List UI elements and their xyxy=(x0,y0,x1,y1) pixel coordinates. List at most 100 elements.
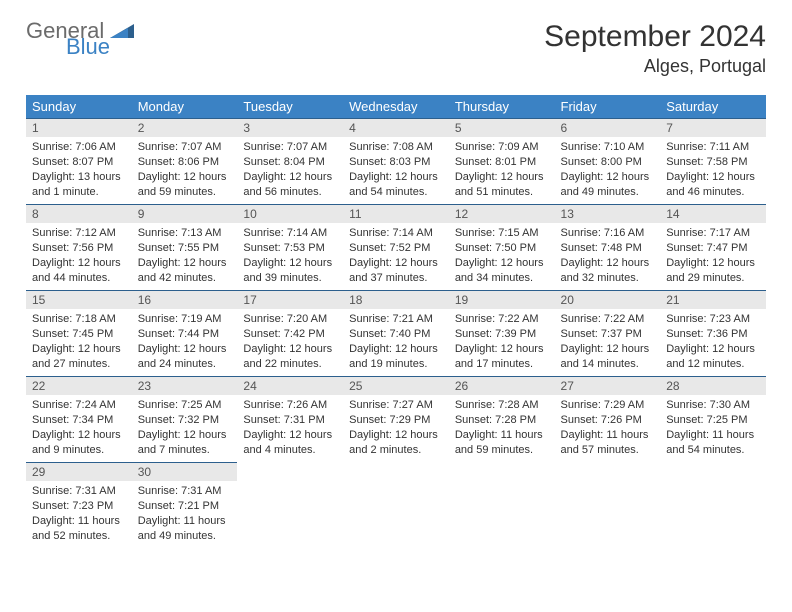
day-number: 7 xyxy=(660,118,766,137)
calendar-cell: 27Sunrise: 7:29 AMSunset: 7:26 PMDayligh… xyxy=(555,376,661,462)
weekday-header: Tuesday xyxy=(237,95,343,118)
weekday-header: Sunday xyxy=(26,95,132,118)
day-text: Sunrise: 7:13 AMSunset: 7:55 PMDaylight:… xyxy=(132,223,238,289)
day-text: Sunrise: 7:10 AMSunset: 8:00 PMDaylight:… xyxy=(555,137,661,203)
calendar-cell: 3Sunrise: 7:07 AMSunset: 8:04 PMDaylight… xyxy=(237,118,343,204)
weekday-header: Saturday xyxy=(660,95,766,118)
day-text: Sunrise: 7:09 AMSunset: 8:01 PMDaylight:… xyxy=(449,137,555,203)
calendar-cell: 10Sunrise: 7:14 AMSunset: 7:53 PMDayligh… xyxy=(237,204,343,290)
title-block: September 2024 Alges, Portugal xyxy=(544,20,766,77)
calendar-cell: 22Sunrise: 7:24 AMSunset: 7:34 PMDayligh… xyxy=(26,376,132,462)
calendar-cell: 7Sunrise: 7:11 AMSunset: 7:58 PMDaylight… xyxy=(660,118,766,204)
weekday-header: Monday xyxy=(132,95,238,118)
day-number: 3 xyxy=(237,118,343,137)
day-number: 1 xyxy=(26,118,132,137)
day-text: Sunrise: 7:31 AMSunset: 7:21 PMDaylight:… xyxy=(132,481,238,547)
day-number: 9 xyxy=(132,204,238,223)
calendar-cell: 14Sunrise: 7:17 AMSunset: 7:47 PMDayligh… xyxy=(660,204,766,290)
day-text: Sunrise: 7:19 AMSunset: 7:44 PMDaylight:… xyxy=(132,309,238,375)
header: General Blue September 2024 Alges, Portu… xyxy=(26,20,766,77)
day-text: Sunrise: 7:28 AMSunset: 7:28 PMDaylight:… xyxy=(449,395,555,461)
calendar-cell: 9Sunrise: 7:13 AMSunset: 7:55 PMDaylight… xyxy=(132,204,238,290)
calendar-cell: 21Sunrise: 7:23 AMSunset: 7:36 PMDayligh… xyxy=(660,290,766,376)
day-text: Sunrise: 7:23 AMSunset: 7:36 PMDaylight:… xyxy=(660,309,766,375)
day-number: 20 xyxy=(555,290,661,309)
calendar-row: 22Sunrise: 7:24 AMSunset: 7:34 PMDayligh… xyxy=(26,376,766,462)
day-number: 27 xyxy=(555,376,661,395)
calendar-cell: 15Sunrise: 7:18 AMSunset: 7:45 PMDayligh… xyxy=(26,290,132,376)
day-text: Sunrise: 7:22 AMSunset: 7:39 PMDaylight:… xyxy=(449,309,555,375)
day-text: Sunrise: 7:26 AMSunset: 7:31 PMDaylight:… xyxy=(237,395,343,461)
day-number: 10 xyxy=(237,204,343,223)
day-number: 16 xyxy=(132,290,238,309)
calendar-cell: 29Sunrise: 7:31 AMSunset: 7:23 PMDayligh… xyxy=(26,462,132,548)
calendar-cell: 1Sunrise: 7:06 AMSunset: 8:07 PMDaylight… xyxy=(26,118,132,204)
calendar-cell: 4Sunrise: 7:08 AMSunset: 8:03 PMDaylight… xyxy=(343,118,449,204)
day-number: 18 xyxy=(343,290,449,309)
day-text: Sunrise: 7:22 AMSunset: 7:37 PMDaylight:… xyxy=(555,309,661,375)
calendar-row: 15Sunrise: 7:18 AMSunset: 7:45 PMDayligh… xyxy=(26,290,766,376)
calendar-cell: 5Sunrise: 7:09 AMSunset: 8:01 PMDaylight… xyxy=(449,118,555,204)
calendar-cell: 13Sunrise: 7:16 AMSunset: 7:48 PMDayligh… xyxy=(555,204,661,290)
day-number: 19 xyxy=(449,290,555,309)
calendar-cell: 30Sunrise: 7:31 AMSunset: 7:21 PMDayligh… xyxy=(132,462,238,548)
day-number: 22 xyxy=(26,376,132,395)
day-text: Sunrise: 7:30 AMSunset: 7:25 PMDaylight:… xyxy=(660,395,766,461)
day-text: Sunrise: 7:07 AMSunset: 8:04 PMDaylight:… xyxy=(237,137,343,203)
logo-text: General Blue xyxy=(26,20,134,57)
day-text: Sunrise: 7:18 AMSunset: 7:45 PMDaylight:… xyxy=(26,309,132,375)
day-number: 30 xyxy=(132,462,238,481)
calendar-cell xyxy=(343,462,449,548)
calendar-cell: 11Sunrise: 7:14 AMSunset: 7:52 PMDayligh… xyxy=(343,204,449,290)
day-number: 15 xyxy=(26,290,132,309)
calendar-cell: 16Sunrise: 7:19 AMSunset: 7:44 PMDayligh… xyxy=(132,290,238,376)
brand-logo: General Blue xyxy=(26,20,134,57)
calendar-cell: 26Sunrise: 7:28 AMSunset: 7:28 PMDayligh… xyxy=(449,376,555,462)
calendar-table: SundayMondayTuesdayWednesdayThursdayFrid… xyxy=(26,95,766,548)
calendar-cell: 17Sunrise: 7:20 AMSunset: 7:42 PMDayligh… xyxy=(237,290,343,376)
day-number: 5 xyxy=(449,118,555,137)
day-text: Sunrise: 7:25 AMSunset: 7:32 PMDaylight:… xyxy=(132,395,238,461)
calendar-cell xyxy=(660,462,766,548)
day-text: Sunrise: 7:31 AMSunset: 7:23 PMDaylight:… xyxy=(26,481,132,547)
day-text: Sunrise: 7:06 AMSunset: 8:07 PMDaylight:… xyxy=(26,137,132,203)
day-text: Sunrise: 7:12 AMSunset: 7:56 PMDaylight:… xyxy=(26,223,132,289)
day-number: 8 xyxy=(26,204,132,223)
calendar-cell: 19Sunrise: 7:22 AMSunset: 7:39 PMDayligh… xyxy=(449,290,555,376)
day-number: 11 xyxy=(343,204,449,223)
day-text: Sunrise: 7:14 AMSunset: 7:52 PMDaylight:… xyxy=(343,223,449,289)
weekday-header: Thursday xyxy=(449,95,555,118)
day-text: Sunrise: 7:20 AMSunset: 7:42 PMDaylight:… xyxy=(237,309,343,375)
calendar-cell xyxy=(555,462,661,548)
day-number: 13 xyxy=(555,204,661,223)
title-month: September 2024 xyxy=(544,20,766,54)
day-number: 28 xyxy=(660,376,766,395)
day-number: 14 xyxy=(660,204,766,223)
calendar-cell: 2Sunrise: 7:07 AMSunset: 8:06 PMDaylight… xyxy=(132,118,238,204)
weekday-header: Wednesday xyxy=(343,95,449,118)
weekday-row: SundayMondayTuesdayWednesdayThursdayFrid… xyxy=(26,95,766,118)
day-number: 2 xyxy=(132,118,238,137)
weekday-header: Friday xyxy=(555,95,661,118)
day-number: 23 xyxy=(132,376,238,395)
calendar-cell: 8Sunrise: 7:12 AMSunset: 7:56 PMDaylight… xyxy=(26,204,132,290)
day-text: Sunrise: 7:21 AMSunset: 7:40 PMDaylight:… xyxy=(343,309,449,375)
calendar-row: 1Sunrise: 7:06 AMSunset: 8:07 PMDaylight… xyxy=(26,118,766,204)
calendar-cell xyxy=(237,462,343,548)
title-location: Alges, Portugal xyxy=(544,56,766,77)
calendar-cell: 18Sunrise: 7:21 AMSunset: 7:40 PMDayligh… xyxy=(343,290,449,376)
calendar-body: 1Sunrise: 7:06 AMSunset: 8:07 PMDaylight… xyxy=(26,118,766,548)
triangle-icon xyxy=(110,20,134,41)
calendar-cell: 20Sunrise: 7:22 AMSunset: 7:37 PMDayligh… xyxy=(555,290,661,376)
day-number: 24 xyxy=(237,376,343,395)
calendar-cell: 12Sunrise: 7:15 AMSunset: 7:50 PMDayligh… xyxy=(449,204,555,290)
calendar-cell xyxy=(449,462,555,548)
day-number: 29 xyxy=(26,462,132,481)
day-text: Sunrise: 7:24 AMSunset: 7:34 PMDaylight:… xyxy=(26,395,132,461)
day-text: Sunrise: 7:07 AMSunset: 8:06 PMDaylight:… xyxy=(132,137,238,203)
day-text: Sunrise: 7:27 AMSunset: 7:29 PMDaylight:… xyxy=(343,395,449,461)
day-number: 17 xyxy=(237,290,343,309)
calendar-cell: 6Sunrise: 7:10 AMSunset: 8:00 PMDaylight… xyxy=(555,118,661,204)
day-number: 21 xyxy=(660,290,766,309)
calendar-head: SundayMondayTuesdayWednesdayThursdayFrid… xyxy=(26,95,766,118)
